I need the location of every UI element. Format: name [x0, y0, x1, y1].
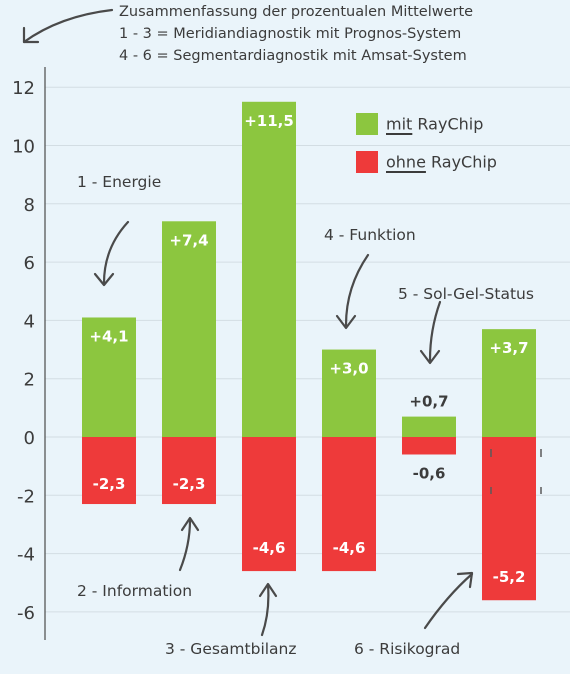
bar-ohne-raychip [162, 437, 216, 505]
chart-title: Zusammenfassung der prozentualen Mittelw… [119, 4, 474, 20]
arrow-information-icon [178, 518, 192, 572]
annotation-sol-gel-status: 5 - Sol-Gel-Status [398, 285, 534, 303]
arrow-energie-icon-head [93, 272, 115, 287]
y-tick-label: 6 [24, 253, 35, 274]
bar-ohne-raychip [322, 437, 376, 572]
legend-ohne-rest: RayChip [425, 152, 497, 172]
arrow-gesamtbilanz-icon [260, 583, 270, 637]
bar-ohne-raychip [82, 437, 136, 505]
data-label-mit-raychip: +3,7 [489, 339, 528, 357]
header-arrow-icon-head [22, 26, 40, 44]
data-label-ohne-raychip: -5,2 [493, 568, 526, 586]
annotation-energie: 1 - Energie [77, 173, 162, 191]
annotation-information: 2 - Information [77, 582, 193, 600]
legend-swatch-green [356, 113, 378, 135]
bar-mit-raychip [322, 349, 376, 437]
arrow-information-icon-head [180, 516, 200, 532]
data-label-ohne-raychip: -4,6 [253, 539, 286, 557]
arrow-energie-icon [102, 220, 130, 285]
data-label-mit-raychip: +7,4 [169, 231, 208, 249]
chart-subtitle-1: 1 - 3 = Meridiandiagnostik mit Prognos-S… [119, 26, 462, 42]
header-arrow-icon [22, 8, 114, 44]
bar-ohne-raychip [402, 437, 456, 455]
bar-mit-raychip [242, 101, 296, 438]
y-tick-label: -4 [17, 545, 35, 566]
legend-swatch-red [356, 151, 378, 173]
data-label-ohne-raychip: -2,3 [173, 475, 206, 493]
legend-ohne-raychip: ohne RayChip [356, 151, 497, 173]
arrow-funktion-icon-head [335, 314, 357, 330]
y-tick-label: 2 [24, 370, 35, 391]
y-tick-label: 10 [12, 137, 35, 158]
chart-subtitle-2: 4 - 6 = Segmentardiagnostik mit Amsat-Sy… [119, 48, 467, 64]
data-label-ohne-raychip: -4,6 [333, 539, 366, 557]
legend-ohne-emph: ohne [386, 152, 426, 172]
arrow-risikograd-icon-head [456, 571, 474, 589]
arrow-funktion-icon [344, 253, 370, 327]
data-label-mit-raychip: +3,0 [329, 360, 368, 378]
y-tick-label: 12 [12, 78, 35, 99]
legend-mit-emph: mit [386, 114, 413, 134]
bar-mit-raychip [402, 416, 456, 437]
y-tick-label: 4 [24, 311, 35, 332]
data-label-mit-raychip: +0,7 [409, 393, 448, 411]
bar-mit-raychip [162, 221, 216, 437]
annotation-funktion: 4 - Funktion [324, 226, 416, 244]
y-tick-label: -2 [17, 486, 35, 507]
annotation-risikograd: 6 - Risikograd [354, 640, 461, 658]
bar-ohne-raychip [482, 437, 536, 601]
bar-ohne-raychip [242, 437, 296, 572]
y-tick-label: 0 [24, 428, 35, 449]
legend-mit-rest: RayChip [412, 114, 484, 134]
data-label-mit-raychip: +11,5 [244, 112, 294, 130]
data-label-ohne-raychip: -0,6 [413, 464, 446, 482]
legend-mit-raychip: mit RayChip [356, 113, 483, 135]
y-tick-label: 8 [24, 195, 35, 216]
annotation-gesamtbilanz: 3 - Gesamtbilanz [165, 640, 297, 658]
data-label-mit-raychip: +4,1 [89, 327, 128, 345]
bar-mit-raychip [82, 317, 136, 437]
arrow-sol-gel-icon [428, 300, 442, 362]
data-label-ohne-raychip: -2,3 [93, 475, 126, 493]
arrow-gesamtbilanz-icon-head [258, 582, 278, 598]
y-tick-label: -6 [17, 603, 35, 624]
bar-mit-raychip [482, 329, 536, 437]
arrow-risikograd-icon [423, 572, 474, 630]
arrow-sol-gel-icon-head [419, 349, 441, 365]
